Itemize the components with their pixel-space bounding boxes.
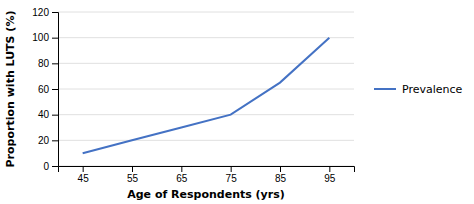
tick-mark: [83, 166, 84, 172]
tick-label: 55: [127, 173, 139, 184]
chart: 45 55 65 75 85 95 0 20 40 60 80 100 120 Age of Respon…: [0, 0, 474, 204]
tick-label: 120: [32, 7, 49, 18]
tick: 55: [127, 166, 139, 184]
tick: 85: [275, 166, 287, 184]
tick: 75: [226, 166, 238, 184]
tick-label: 75: [226, 173, 238, 184]
tick: 100: [32, 32, 58, 43]
x-axis: 45 55 65 75 85 95: [59, 166, 355, 184]
legend-label: Prevalence: [402, 83, 463, 96]
tick-mark: [280, 166, 281, 172]
axis-line: [52, 13, 59, 167]
grid-line: [58, 89, 354, 90]
legend: Prevalence: [374, 83, 463, 96]
tick-mark: [52, 12, 58, 13]
tick-label: 0: [43, 161, 49, 172]
tick-label: 60: [38, 84, 50, 95]
tick-mark: [52, 38, 58, 39]
tick-mark: [52, 140, 58, 141]
tick-label: 40: [38, 109, 50, 120]
tick-mark: [231, 166, 232, 172]
tick: 0: [43, 161, 58, 172]
tick-label: 65: [176, 173, 188, 184]
line: [83, 38, 330, 154]
legend-item: Prevalence: [374, 83, 463, 96]
tick-label: 85: [275, 173, 287, 184]
tick-mark: [52, 89, 58, 90]
grid-line: [58, 12, 354, 13]
axis-line: [59, 167, 355, 173]
tick: 120: [32, 7, 58, 18]
tick: 40: [38, 109, 58, 120]
tick-mark: [52, 63, 58, 64]
tick-label: 80: [38, 58, 50, 69]
tick-label: 100: [32, 32, 49, 43]
tick: 45: [78, 166, 90, 184]
grid-line: [58, 37, 354, 38]
tick: 60: [38, 84, 58, 95]
tick-mark: [52, 115, 58, 116]
x-axis-title: Age of Respondents (yrs): [127, 188, 285, 201]
tick-mark: [52, 166, 58, 167]
grid: [58, 12, 354, 166]
tick-label: 20: [38, 135, 50, 146]
tick-mark: [181, 166, 182, 172]
plot-area: 45 55 65 75 85 95 0 20 40 60 80 100 120: [32, 7, 354, 184]
tick-mark: [132, 166, 133, 172]
y-axis: 0 20 40 60 80 100 120: [32, 7, 58, 172]
tick-label: 95: [324, 173, 336, 184]
grid-line: [58, 63, 354, 64]
grid-line: [58, 114, 354, 115]
legend-swatch: [374, 88, 396, 90]
grid-line: [58, 140, 354, 141]
tick-label: 45: [78, 173, 90, 184]
tick: 20: [38, 135, 58, 146]
tick-mark: [329, 166, 330, 172]
tick: 65: [176, 166, 188, 184]
tick: 80: [38, 58, 58, 69]
marks: [83, 38, 330, 154]
y-axis-title: Proportion with LUTS (%): [4, 11, 17, 168]
tick: 95: [324, 166, 336, 184]
